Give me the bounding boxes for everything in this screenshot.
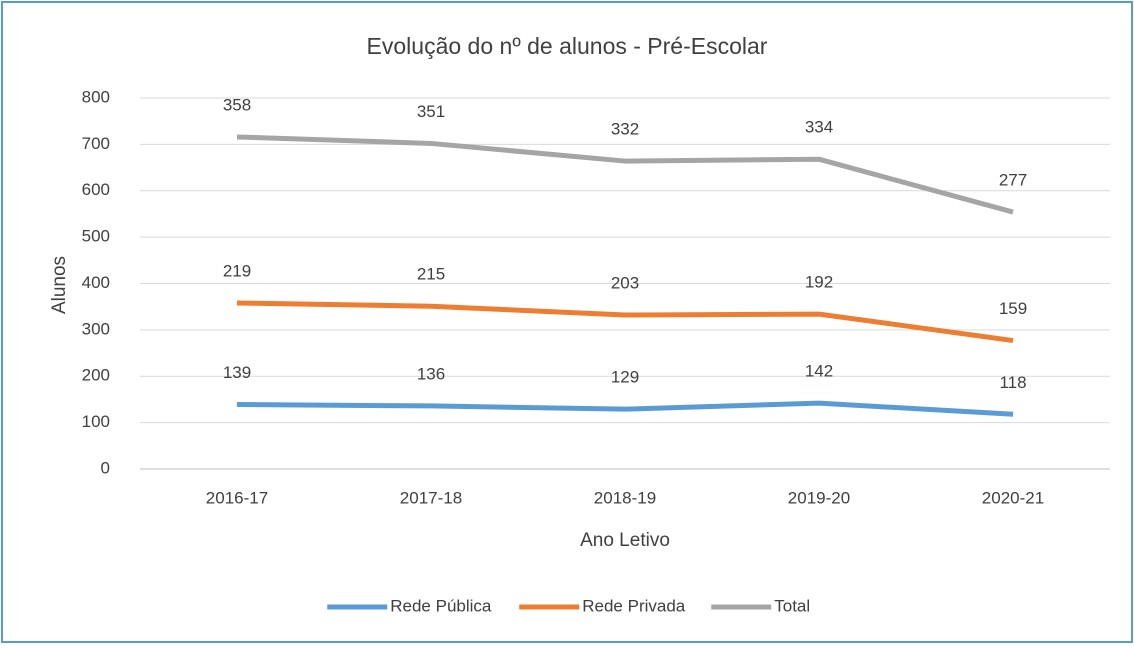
data-label: 129 <box>611 368 639 387</box>
chart-title: Evolução do nº de alunos - Pré-Escolar <box>367 33 768 59</box>
y-tick-label: 500 <box>82 227 110 246</box>
data-label: 139 <box>223 363 251 382</box>
x-tick-label: 2018-19 <box>594 488 656 507</box>
y-tick-label: 100 <box>82 412 110 431</box>
y-tick-label: 400 <box>82 273 110 292</box>
data-label: 358 <box>223 95 251 114</box>
y-tick-label: 600 <box>82 180 110 199</box>
data-label: 215 <box>417 265 445 284</box>
data-label: 334 <box>805 118 833 137</box>
line-series <box>236 134 1014 215</box>
data-label: 159 <box>999 299 1027 318</box>
data-label: 351 <box>417 102 445 121</box>
y-tick-label: 300 <box>82 319 110 338</box>
data-label: 219 <box>223 261 251 280</box>
y-tick-label: 0 <box>101 458 110 477</box>
x-tick-label: 2020-21 <box>982 488 1044 507</box>
x-tick-label: 2016-17 <box>206 488 268 507</box>
y-tick-label: 700 <box>82 134 110 153</box>
x-axis-title: Ano Letivo <box>580 530 670 551</box>
y-tick-label: 200 <box>82 366 110 385</box>
data-label: 142 <box>805 362 833 381</box>
data-label: 332 <box>611 120 639 139</box>
line-series <box>236 300 1014 344</box>
data-label: 277 <box>999 171 1027 190</box>
data-label: 203 <box>611 274 639 293</box>
legend-label: Total <box>774 596 810 615</box>
x-tick-label: 2017-18 <box>400 488 462 507</box>
data-label: 192 <box>805 273 833 292</box>
data-label: 118 <box>999 373 1026 392</box>
legend-label: Rede Pública <box>390 596 492 615</box>
y-tick-label: 800 <box>82 87 110 106</box>
y-axis-title: Alunos <box>49 256 70 314</box>
data-label: 136 <box>417 364 445 383</box>
x-tick-label: 2019-20 <box>788 488 850 507</box>
legend-label: Rede Privada <box>582 596 686 615</box>
line-series <box>236 400 1014 417</box>
